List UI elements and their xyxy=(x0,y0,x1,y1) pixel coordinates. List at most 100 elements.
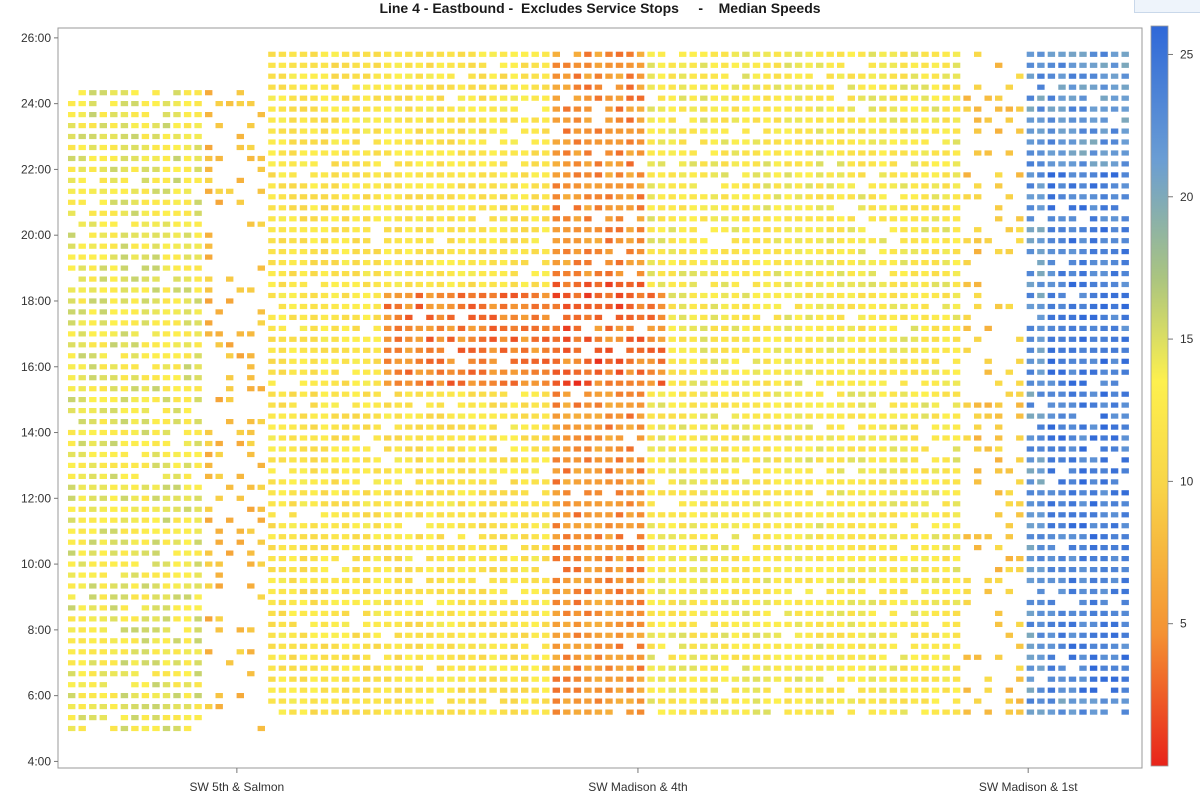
heatmap-cell xyxy=(942,194,950,200)
heatmap-cell xyxy=(668,599,676,606)
heatmap-cell xyxy=(931,457,940,463)
toolbar-corner[interactable] xyxy=(1134,0,1200,13)
heatmap-cell xyxy=(721,84,729,90)
heatmap-cell xyxy=(752,238,761,244)
heatmap-cell xyxy=(910,73,919,79)
heatmap-cell xyxy=(68,440,76,447)
heatmap-cell xyxy=(773,457,782,463)
heatmap-cell xyxy=(931,205,940,211)
heatmap-cell xyxy=(162,572,171,578)
heatmap-cell xyxy=(952,435,961,441)
heatmap-cell xyxy=(942,95,950,101)
heatmap-cell xyxy=(205,704,213,710)
heatmap-cell xyxy=(931,314,940,320)
heatmap-cell xyxy=(510,358,518,364)
heatmap-cell xyxy=(531,665,539,671)
heatmap-cell xyxy=(531,281,539,288)
heatmap-cell xyxy=(373,139,381,145)
heatmap-cell xyxy=(110,506,118,512)
heatmap-cell xyxy=(931,479,940,485)
heatmap-cell xyxy=(921,654,929,660)
heatmap-cell xyxy=(542,281,550,288)
heatmap-cell xyxy=(594,358,603,364)
heatmap-cell xyxy=(847,139,855,145)
heatmap-cell xyxy=(942,391,950,397)
heatmap-cell xyxy=(942,709,950,715)
heatmap-cell xyxy=(584,227,592,233)
heatmap-cell xyxy=(78,506,86,512)
heatmap-cell xyxy=(152,484,160,490)
heatmap-cell xyxy=(278,391,287,397)
heatmap-cell xyxy=(521,654,529,660)
heatmap-cell xyxy=(78,429,86,436)
heatmap-cell xyxy=(194,320,202,326)
heatmap-cell xyxy=(120,232,129,238)
heatmap-cell xyxy=(657,676,666,682)
heatmap-cell xyxy=(1047,95,1056,101)
heatmap-cell xyxy=(489,172,497,178)
heatmap-cell xyxy=(657,358,666,364)
heatmap-cell xyxy=(341,194,350,200)
heatmap-cell xyxy=(563,424,571,430)
heatmap-cell xyxy=(689,292,697,299)
heatmap-cell xyxy=(573,380,582,386)
heatmap-cell xyxy=(900,216,908,222)
heatmap-cell xyxy=(405,84,413,90)
heatmap-cell xyxy=(194,254,202,260)
heatmap-cell xyxy=(99,473,107,479)
heatmap-cell xyxy=(320,358,329,364)
heatmap-cell xyxy=(110,671,118,677)
heatmap-cell xyxy=(847,610,855,616)
heatmap-cell xyxy=(742,369,750,375)
heatmap-cell xyxy=(689,73,697,79)
heatmap-cell xyxy=(278,205,287,211)
heatmap-cell xyxy=(910,150,919,156)
heatmap-cell xyxy=(68,506,76,512)
heatmap-cell xyxy=(542,347,550,353)
heatmap-cell xyxy=(889,325,898,331)
heatmap-cell xyxy=(805,391,813,397)
heatmap-cell xyxy=(531,610,539,616)
heatmap-cell xyxy=(352,347,360,353)
heatmap-cell xyxy=(594,632,603,638)
heatmap-cell xyxy=(879,424,887,430)
heatmap-cell xyxy=(794,150,803,156)
heatmap-cell xyxy=(405,435,413,441)
heatmap-cell xyxy=(731,490,740,496)
heatmap-cell xyxy=(363,545,371,551)
heatmap-cell xyxy=(1037,380,1045,386)
heatmap-cell xyxy=(521,336,529,342)
heatmap-cell xyxy=(531,424,539,430)
heatmap-cell xyxy=(605,676,613,682)
heatmap-cell xyxy=(468,73,476,79)
heatmap-cell xyxy=(457,292,466,299)
heatmap-cell xyxy=(773,336,782,342)
heatmap-cell xyxy=(68,232,76,238)
heatmap-cell xyxy=(468,501,476,507)
heatmap-cell xyxy=(1037,457,1045,463)
heatmap-cell xyxy=(816,643,824,649)
heatmap-cell xyxy=(447,512,455,518)
heatmap-cell xyxy=(794,435,803,441)
heatmap-cell xyxy=(78,616,86,622)
heatmap-cell xyxy=(89,221,97,227)
heatmap-cell xyxy=(78,550,86,556)
heatmap-cell xyxy=(141,133,150,140)
heatmap-cell xyxy=(521,545,529,551)
heatmap-cell xyxy=(289,62,297,68)
heatmap-cell xyxy=(436,139,445,145)
heatmap-cell xyxy=(341,567,350,573)
heatmap-cell xyxy=(1016,380,1024,386)
heatmap-cell xyxy=(858,621,866,627)
heatmap-cell xyxy=(531,534,539,540)
heatmap-cell xyxy=(858,347,866,353)
heatmap-cell xyxy=(784,523,792,529)
heatmap-cell xyxy=(868,698,876,704)
heatmap-cell xyxy=(78,298,86,304)
heatmap-cell xyxy=(384,577,392,584)
heatmap-cell xyxy=(131,561,139,567)
heatmap-cell xyxy=(205,561,213,567)
heatmap-cell xyxy=(584,556,592,562)
heatmap-cell xyxy=(710,402,718,408)
heatmap-cell xyxy=(731,347,740,353)
